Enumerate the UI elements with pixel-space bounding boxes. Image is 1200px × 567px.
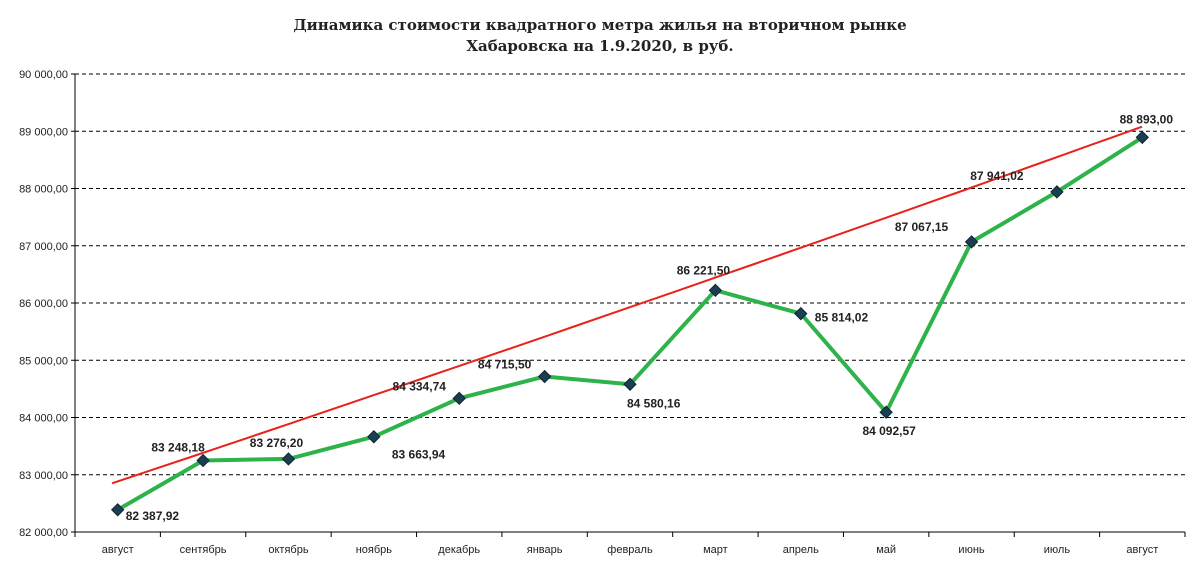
x-tick-label: февраль: [607, 544, 653, 556]
x-tick-label: май: [876, 544, 896, 556]
data-point: [110, 503, 125, 517]
y-axis-ticks: 82 000,00 83 000,00 84 000,00 85 000,00 86 0…: [19, 69, 68, 539]
y-tick-label: 88 000,00: [19, 184, 68, 196]
series-layer: [110, 130, 1150, 517]
x-tick-label: январь: [527, 544, 563, 556]
x-tick-label: ноябрь: [356, 544, 393, 556]
data-point: [623, 377, 637, 391]
x-tick-label: август: [1126, 544, 1158, 556]
data-point: [1135, 130, 1150, 145]
x-tick-label: июль: [1044, 544, 1071, 556]
x-axis-ticks: август сентябрь октябрь ноябрь декабрь январь…: [102, 544, 1159, 556]
data-point: [537, 369, 552, 384]
y-tick-label: 86 000,00: [19, 298, 68, 310]
y-tick-label: 89 000,00: [19, 126, 68, 138]
grid-layer: [71, 73, 1186, 537]
chart-title: Динамика стоимости квадратного метра жил…: [293, 16, 906, 34]
data-point: [281, 452, 296, 466]
data-label: 84 715,50: [478, 358, 532, 372]
x-tick-label: декабрь: [438, 544, 480, 556]
y-tick-label: 90 000,00: [19, 69, 68, 81]
data-label: 83 248,18: [151, 441, 205, 455]
y-tick-label: 83 000,00: [19, 470, 68, 482]
chart-subtitle: Хабаровска на 1.9.2020, в руб.: [466, 37, 733, 55]
data-point: [196, 453, 210, 468]
data-label: 83 276,20: [250, 436, 304, 450]
data-point: [964, 235, 979, 249]
x-tick-label: август: [102, 544, 134, 556]
data-label: 84 580,16: [627, 396, 681, 410]
series-line: [116, 135, 1144, 512]
trendline-path: [111, 125, 1143, 485]
data-label: 83 663,94: [392, 448, 446, 462]
x-tick-label: апрель: [783, 544, 819, 556]
data-label: 88 893,00: [1120, 112, 1174, 126]
data-label: 84 092,57: [862, 424, 916, 438]
x-tick-label: сентябрь: [180, 544, 227, 556]
data-label: 85 814,02: [815, 311, 869, 325]
data-label: 82 387,92: [126, 509, 180, 523]
x-tick-label: март: [703, 544, 728, 556]
data-point: [879, 405, 893, 419]
x-tick-label: октябрь: [268, 544, 308, 556]
trendline: [111, 125, 1143, 485]
data-labels: 82 387,92 83 248,18 83 276,20 83 663,94 84 3…: [126, 112, 1174, 522]
data-label: 86 221,50: [677, 263, 731, 277]
data-point: [1050, 185, 1064, 199]
data-point: [452, 391, 466, 406]
y-tick-label: 82 000,00: [19, 527, 68, 539]
data-point: [708, 283, 723, 298]
y-tick-label: 87 000,00: [19, 241, 68, 253]
y-tick-label: 84 000,00: [19, 413, 68, 425]
y-tick-label: 85 000,00: [19, 355, 68, 367]
x-tick-label: июнь: [958, 544, 984, 556]
data-label: 87 941,02: [970, 169, 1024, 183]
data-label: 87 067,15: [895, 220, 949, 234]
data-point: [794, 306, 808, 321]
data-label: 84 334,74: [393, 379, 447, 393]
data-point: [367, 430, 381, 444]
